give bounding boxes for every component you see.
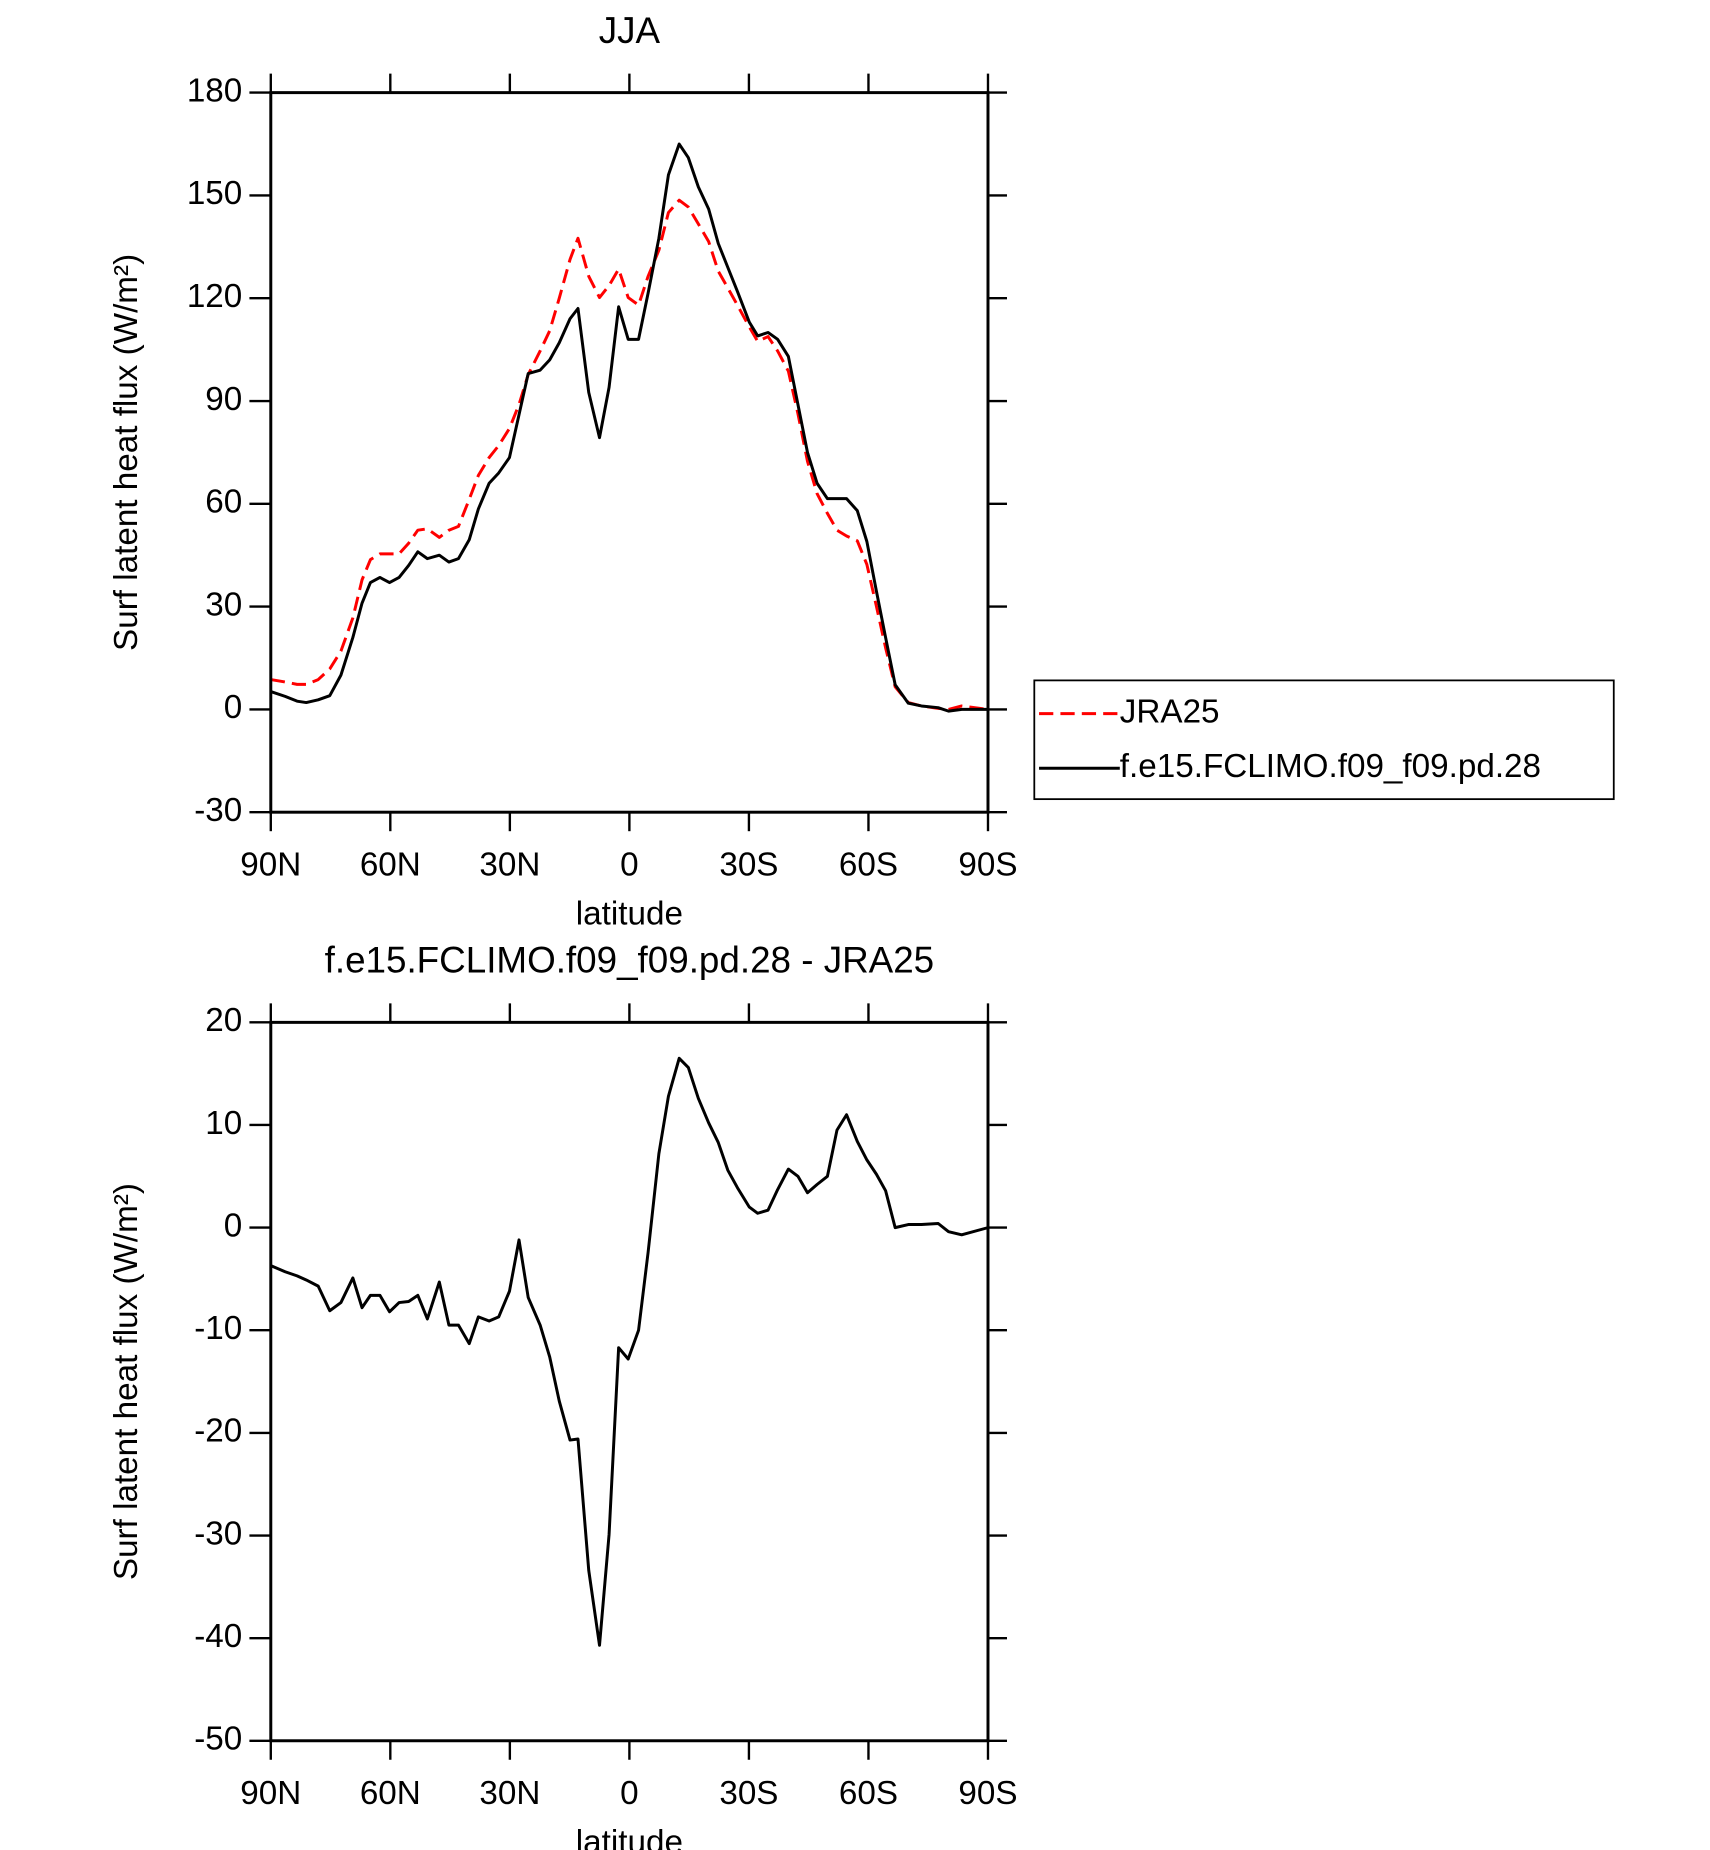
x-tick-label: 90N (240, 1775, 301, 1812)
x-tick-label: 90S (958, 847, 1017, 884)
x-axis-label: latitude (576, 895, 683, 932)
x-tick-label: 90S (958, 1775, 1017, 1812)
y-tick-label: -30 (194, 1515, 242, 1552)
legend-label: JRA25 (1120, 693, 1220, 730)
y-tick-label: 180 (187, 72, 242, 109)
x-tick-label: 30S (719, 847, 778, 884)
x-tick-label: 60N (360, 847, 421, 884)
y-tick-label: -50 (194, 1721, 242, 1758)
y-tick-label: 0 (224, 1207, 242, 1244)
x-tick-label: 60N (360, 1775, 421, 1812)
legend-label: f.e15.FCLIMO.f09_f09.pd.28 (1120, 748, 1541, 785)
data-line (270, 198, 989, 711)
chart-title: JJA (599, 10, 661, 51)
plot-frame (269, 1020, 990, 1743)
y-axis-label: Surf latent heat flux (W/m²) (108, 1183, 145, 1580)
chart-title: f.e15.FCLIMO.f09_f09.pd.28 - JRA25 (325, 940, 935, 981)
x-axis-label: latitude (576, 1824, 683, 1850)
y-tick-label: -10 (194, 1310, 242, 1347)
y-axis-label: Surf latent heat flux (W/m²) (108, 254, 145, 651)
y-tick-label: 0 (224, 689, 242, 726)
y-tick-label: 30 (205, 586, 242, 623)
plot-frame (269, 91, 990, 814)
y-tick-label: 10 (205, 1105, 242, 1142)
x-tick-label: 0 (620, 1775, 638, 1812)
y-tick-label: 150 (187, 175, 242, 212)
x-tick-label: 30N (479, 847, 540, 884)
y-tick-label: 90 (205, 381, 242, 418)
legend-box (1033, 679, 1615, 801)
data-line (270, 142, 988, 713)
x-tick-label: 90N (240, 847, 301, 884)
legend: JRA25 f.e15.FCLIMO.f09_f09.pd.28 (1033, 679, 1615, 801)
y-tick-label: 60 (205, 484, 242, 521)
y-tick-label: -30 (194, 792, 242, 829)
y-tick-label: 20 (205, 1002, 242, 1039)
x-tick-label: 30S (719, 1775, 778, 1812)
data-line (270, 1056, 989, 1647)
y-tick-label: -20 (194, 1413, 242, 1450)
y-tick-label: 120 (187, 278, 242, 315)
x-tick-label: 0 (620, 847, 638, 884)
x-tick-label: 60S (839, 1775, 898, 1812)
x-tick-label: 30N (479, 1775, 540, 1812)
y-tick-label: -40 (194, 1618, 242, 1655)
x-tick-label: 60S (839, 847, 898, 884)
